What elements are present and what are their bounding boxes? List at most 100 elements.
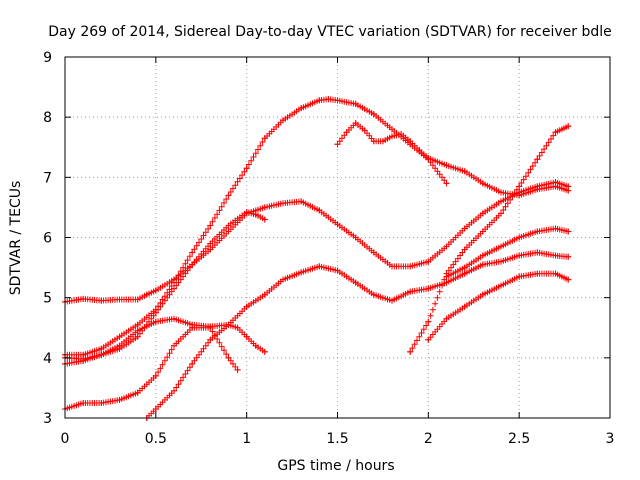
- y-tick-label: 4: [43, 351, 52, 367]
- data-point: [443, 180, 450, 187]
- data-point: [316, 263, 323, 270]
- data-point: [298, 269, 305, 276]
- data-point: [352, 279, 359, 286]
- data-point: [516, 252, 523, 259]
- data-point: [116, 342, 123, 349]
- chart-title: Day 269 of 2014, Sidereal Day-to-day VTE…: [48, 24, 612, 40]
- y-tick-label: 7: [43, 170, 52, 186]
- series-track-9: [425, 270, 572, 343]
- data-point: [461, 168, 468, 175]
- data-point: [343, 129, 350, 136]
- data-point: [243, 165, 250, 172]
- data-point: [379, 138, 386, 145]
- data-point: [243, 209, 250, 216]
- data-point: [407, 263, 414, 270]
- x-tick-label: 2: [424, 431, 433, 447]
- data-point: [370, 291, 377, 298]
- data-point: [261, 135, 268, 142]
- data-point: [352, 234, 359, 241]
- data-layer: [62, 96, 572, 421]
- series-track-8: [407, 123, 572, 355]
- data-point: [316, 97, 323, 104]
- data-point: [80, 399, 87, 406]
- data-point: [361, 127, 368, 134]
- data-point: [479, 291, 486, 298]
- data-point: [134, 327, 141, 334]
- series-track-7: [334, 120, 572, 199]
- data-point: [516, 192, 523, 199]
- data-point: [479, 261, 486, 268]
- series-track-2: [62, 209, 268, 367]
- data-point: [280, 117, 286, 124]
- data-point: [225, 228, 232, 235]
- data-point: [389, 133, 395, 140]
- data-point: [352, 100, 359, 107]
- data-point: [407, 348, 414, 355]
- data-point: [207, 336, 214, 343]
- data-point: [334, 221, 341, 228]
- data-point: [498, 198, 504, 205]
- data-point: [461, 264, 468, 271]
- data-point: [425, 258, 432, 265]
- data-point: [280, 276, 286, 283]
- data-point: [534, 228, 541, 235]
- data-point: [134, 296, 141, 303]
- data-point: [479, 210, 486, 217]
- data-point: [80, 295, 87, 302]
- series-track-5: [62, 324, 241, 412]
- x-tick-label: 0: [61, 431, 70, 447]
- data-point: [152, 405, 159, 412]
- data-point: [534, 186, 541, 193]
- data-point: [479, 228, 486, 235]
- data-point: [370, 249, 377, 256]
- data-point: [189, 324, 196, 331]
- data-point: [516, 183, 523, 190]
- data-point: [152, 287, 159, 294]
- data-point: [334, 141, 341, 148]
- data-point: [171, 387, 177, 394]
- data-point: [234, 324, 241, 331]
- data-point: [565, 253, 572, 260]
- data-point: [243, 303, 250, 310]
- y-tick-label: 6: [43, 231, 52, 247]
- data-point: [565, 228, 572, 235]
- series-track-10: [443, 225, 572, 280]
- data-point: [80, 351, 87, 358]
- series-markers-track-2: [62, 209, 268, 367]
- data-point: [552, 183, 559, 190]
- data-point: [352, 120, 359, 127]
- x-axis-title: GPS time / hours: [277, 458, 394, 474]
- data-point: [389, 297, 395, 304]
- data-point: [325, 96, 332, 103]
- data-point: [425, 155, 432, 162]
- data-point: [552, 252, 559, 259]
- data-point: [443, 162, 450, 169]
- data-point: [565, 123, 572, 130]
- data-point: [461, 246, 468, 253]
- data-point: [443, 315, 450, 322]
- data-point: [334, 267, 341, 274]
- data-point: [443, 273, 450, 280]
- data-point: [498, 282, 504, 289]
- data-point: [425, 285, 432, 292]
- x-tick-label: 2.5: [508, 431, 530, 447]
- data-point: [225, 354, 232, 361]
- data-point: [407, 138, 414, 145]
- data-point: [207, 324, 214, 331]
- data-point: [565, 187, 572, 194]
- series-markers-track-1: [62, 179, 572, 305]
- data-point: [565, 276, 572, 283]
- data-point: [207, 222, 214, 229]
- data-point: [516, 234, 523, 241]
- data-point: [225, 321, 232, 328]
- x-tick-label: 3: [606, 431, 615, 447]
- data-point: [552, 225, 559, 232]
- data-point: [171, 279, 177, 286]
- data-point: [498, 189, 504, 196]
- y-tick-label: 9: [43, 50, 52, 66]
- data-point: [298, 105, 305, 112]
- data-point: [189, 360, 196, 367]
- data-point: [98, 345, 105, 352]
